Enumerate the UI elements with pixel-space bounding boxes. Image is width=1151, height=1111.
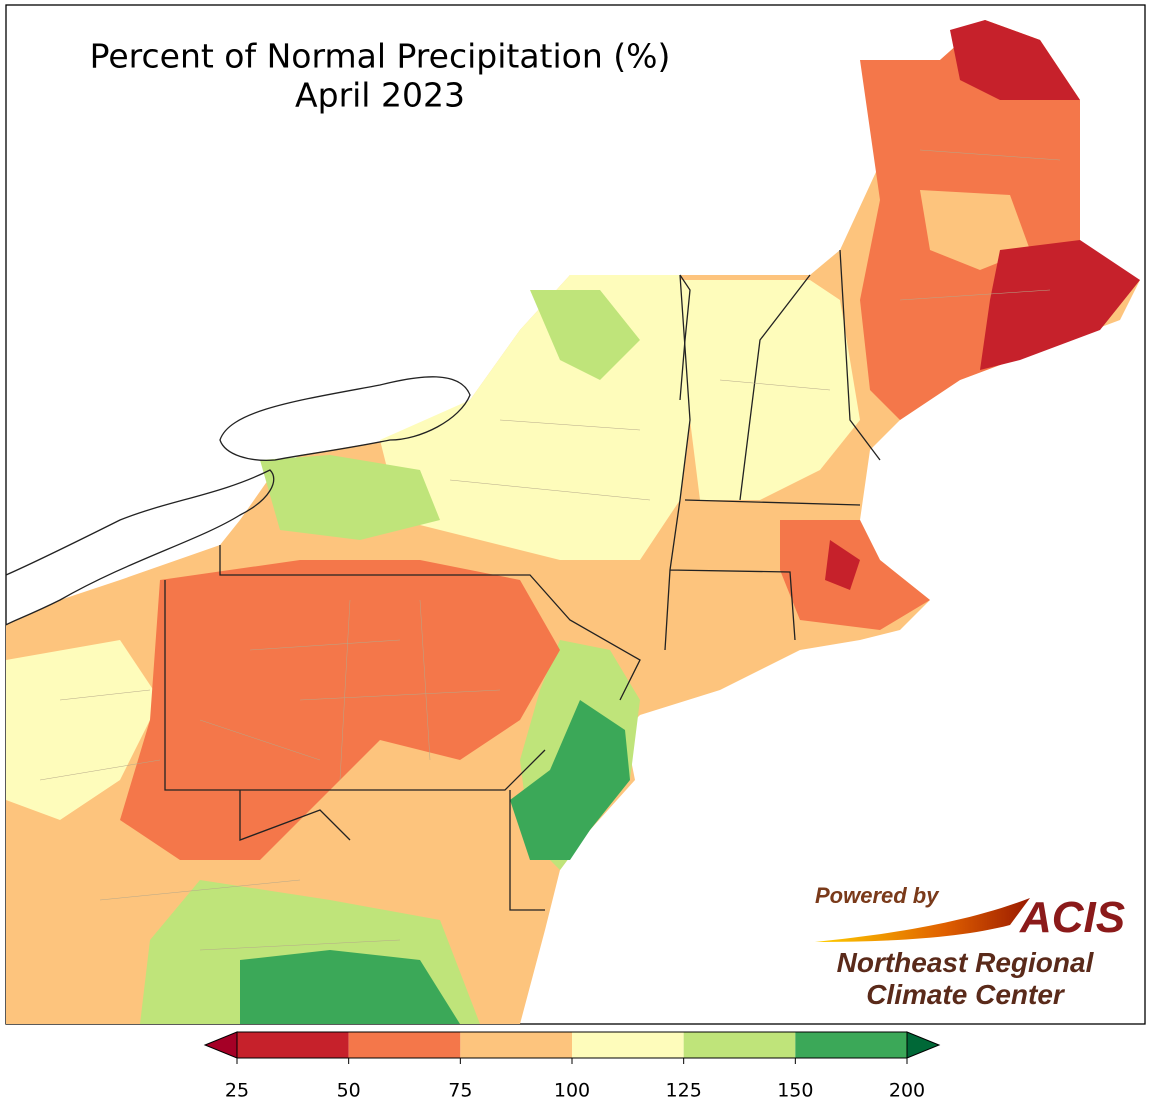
colorbar-above-arrow: [906, 1031, 941, 1059]
colorbar-tick-label: 50: [337, 1080, 361, 1102]
wet-patch: [240, 950, 460, 1024]
wet-patch: [260, 455, 440, 540]
colorbar-below-arrow: [203, 1031, 238, 1059]
colorbar-tick-label: 200: [889, 1080, 925, 1102]
dry-patch: [120, 560, 560, 860]
colorbar-tick-label: 75: [448, 1080, 472, 1102]
wet-patch: [6, 640, 160, 820]
lake-champlain: [679, 274, 691, 401]
map-subtitle: April 2023: [295, 76, 465, 115]
dry-patch: [980, 240, 1140, 370]
colorbar-segment: [572, 1032, 684, 1058]
map-title: Percent of Normal Precipitation (%): [90, 37, 671, 76]
logo-org-line1: Northeast Regional: [837, 947, 1095, 978]
lake-ontario: [219, 376, 471, 461]
colorbar-segment: [795, 1032, 907, 1058]
state-border: [164, 249, 881, 911]
logo: Powered by ACIS Northeast Regional Clima…: [815, 883, 1125, 1010]
colorbar-segment: [237, 1032, 349, 1058]
wet-patch: [680, 280, 860, 500]
colorbar-tick-label: 25: [225, 1080, 249, 1102]
map: [5, 4, 1146, 1025]
wet-patch: [530, 290, 640, 380]
dry-patch: [950, 20, 1080, 100]
colorbar-tick-label: 125: [666, 1080, 702, 1102]
logo-swoosh: [815, 898, 1030, 942]
colorbar-segment: [348, 1032, 461, 1058]
logo-org-line2: Climate Center: [866, 979, 1066, 1010]
colorbar-tick-label: 150: [777, 1080, 813, 1102]
logo-brand: ACIS: [1019, 893, 1125, 942]
county-lines: [39, 149, 1061, 951]
wet-patch: [510, 700, 630, 860]
logo-powered-by: Powered by: [815, 883, 940, 908]
colorbar-tick-label: 100: [554, 1080, 590, 1102]
colorbar-segment: [460, 1032, 572, 1058]
colorbar: 25 50 75 100 125 150 200: [203, 1031, 941, 1102]
lake-erie-shore: [5, 469, 275, 626]
dry-patch: [825, 540, 860, 590]
colorbar-segment: [683, 1032, 796, 1058]
